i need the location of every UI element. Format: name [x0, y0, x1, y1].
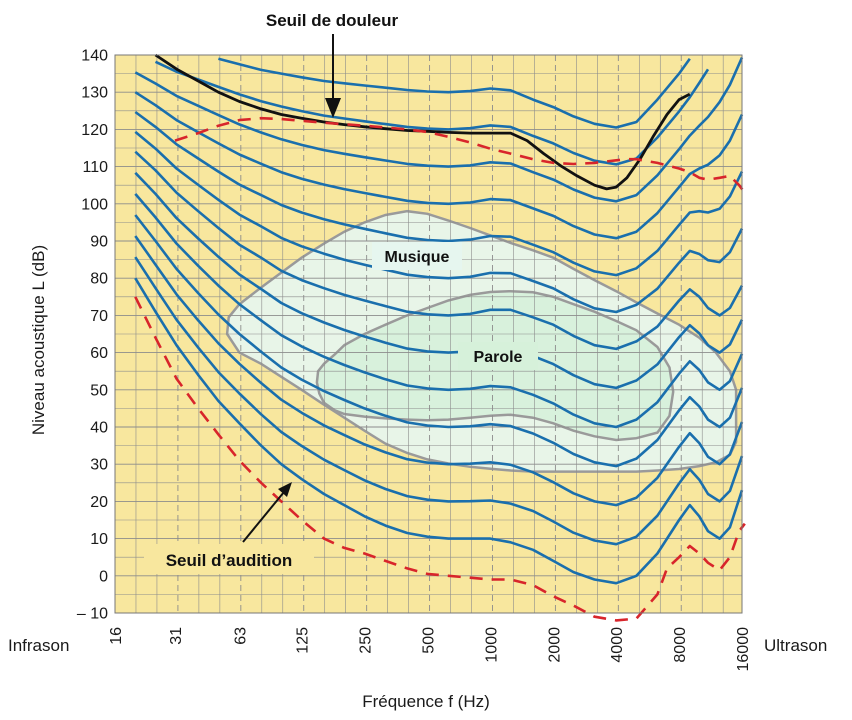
threshold-dashed-curve	[174, 116, 746, 194]
hearing-threshold-label: Seuil d’audition	[166, 551, 293, 570]
loudness-contour	[134, 235, 744, 507]
y-tick-label: 110	[82, 159, 108, 176]
loudness-contour	[134, 193, 744, 429]
loudness-contour	[134, 130, 744, 314]
x-tick-labels: 16 31 63 125 250 500 1000 2000 4000 8000 16000	[108, 627, 752, 672]
x-tick-label: 2000	[546, 627, 563, 663]
y-tick-label: 60	[90, 345, 108, 362]
y-tick-label: 130	[81, 85, 108, 102]
x-tick-label: 250	[358, 627, 375, 654]
x-tick-label: 63	[232, 627, 249, 645]
x-tick-label: 4000	[609, 627, 626, 663]
y-tick-label: 120	[81, 122, 108, 139]
y-tick-label: 100	[81, 196, 108, 213]
loudness-contour	[134, 256, 744, 546]
right-side-label: Ultrason	[764, 636, 827, 655]
x-tick-label: 16	[108, 627, 125, 645]
y-tick-label: 70	[90, 308, 108, 325]
music-region-label: Musique	[385, 249, 450, 266]
x-tick-label: 8000	[672, 627, 689, 663]
y-tick-label: 90	[90, 234, 108, 251]
y-tick-label: 10	[90, 531, 108, 548]
pain-threshold-curve	[154, 53, 691, 191]
hearing-threshold-arrowhead	[278, 482, 292, 497]
x-tick-label: 31	[168, 627, 185, 645]
hearing-label-bg	[144, 544, 314, 574]
y-tick-label: 0	[99, 568, 108, 585]
threshold-curves	[134, 53, 746, 622]
x-tick-label: 125	[295, 627, 312, 654]
music-label-bg	[372, 242, 462, 270]
y-tick-label: 80	[90, 271, 108, 288]
x-tick-label: 16000	[735, 627, 752, 672]
y-tick-label: 40	[90, 420, 108, 437]
loudness-contour	[134, 214, 744, 468]
loudness-contour	[134, 91, 744, 240]
left-side-label: Infrason	[8, 636, 69, 655]
speech-region-label: Parole	[474, 349, 523, 366]
loudness-contour	[134, 277, 744, 585]
loudness-contour	[218, 57, 691, 129]
y-tick-label: 50	[90, 382, 108, 399]
y-axis-title: Niveau acoustique L (dB)	[29, 245, 48, 435]
pain-threshold-arrowhead	[325, 98, 341, 118]
loudness-contour	[134, 150, 744, 351]
y-tick-label: 20	[90, 494, 108, 511]
y-tick-label: – 10	[77, 606, 108, 623]
pain-threshold-label: Seuil de douleur	[266, 11, 399, 30]
speech-label-bg	[458, 342, 538, 370]
plot-frame	[114, 54, 743, 614]
y-tick-label: 140	[81, 48, 108, 65]
loudness-contour	[134, 56, 744, 203]
hearing-threshold-arrow-line	[242, 491, 285, 543]
x-axis-title: Fréquence f (Hz)	[362, 692, 490, 711]
x-tick-label: 1000	[483, 627, 500, 663]
y-tick-label: 30	[90, 457, 108, 474]
loudness-contour	[134, 110, 744, 277]
threshold-dashed-curve	[134, 296, 746, 622]
x-tick-label: 500	[420, 627, 437, 654]
